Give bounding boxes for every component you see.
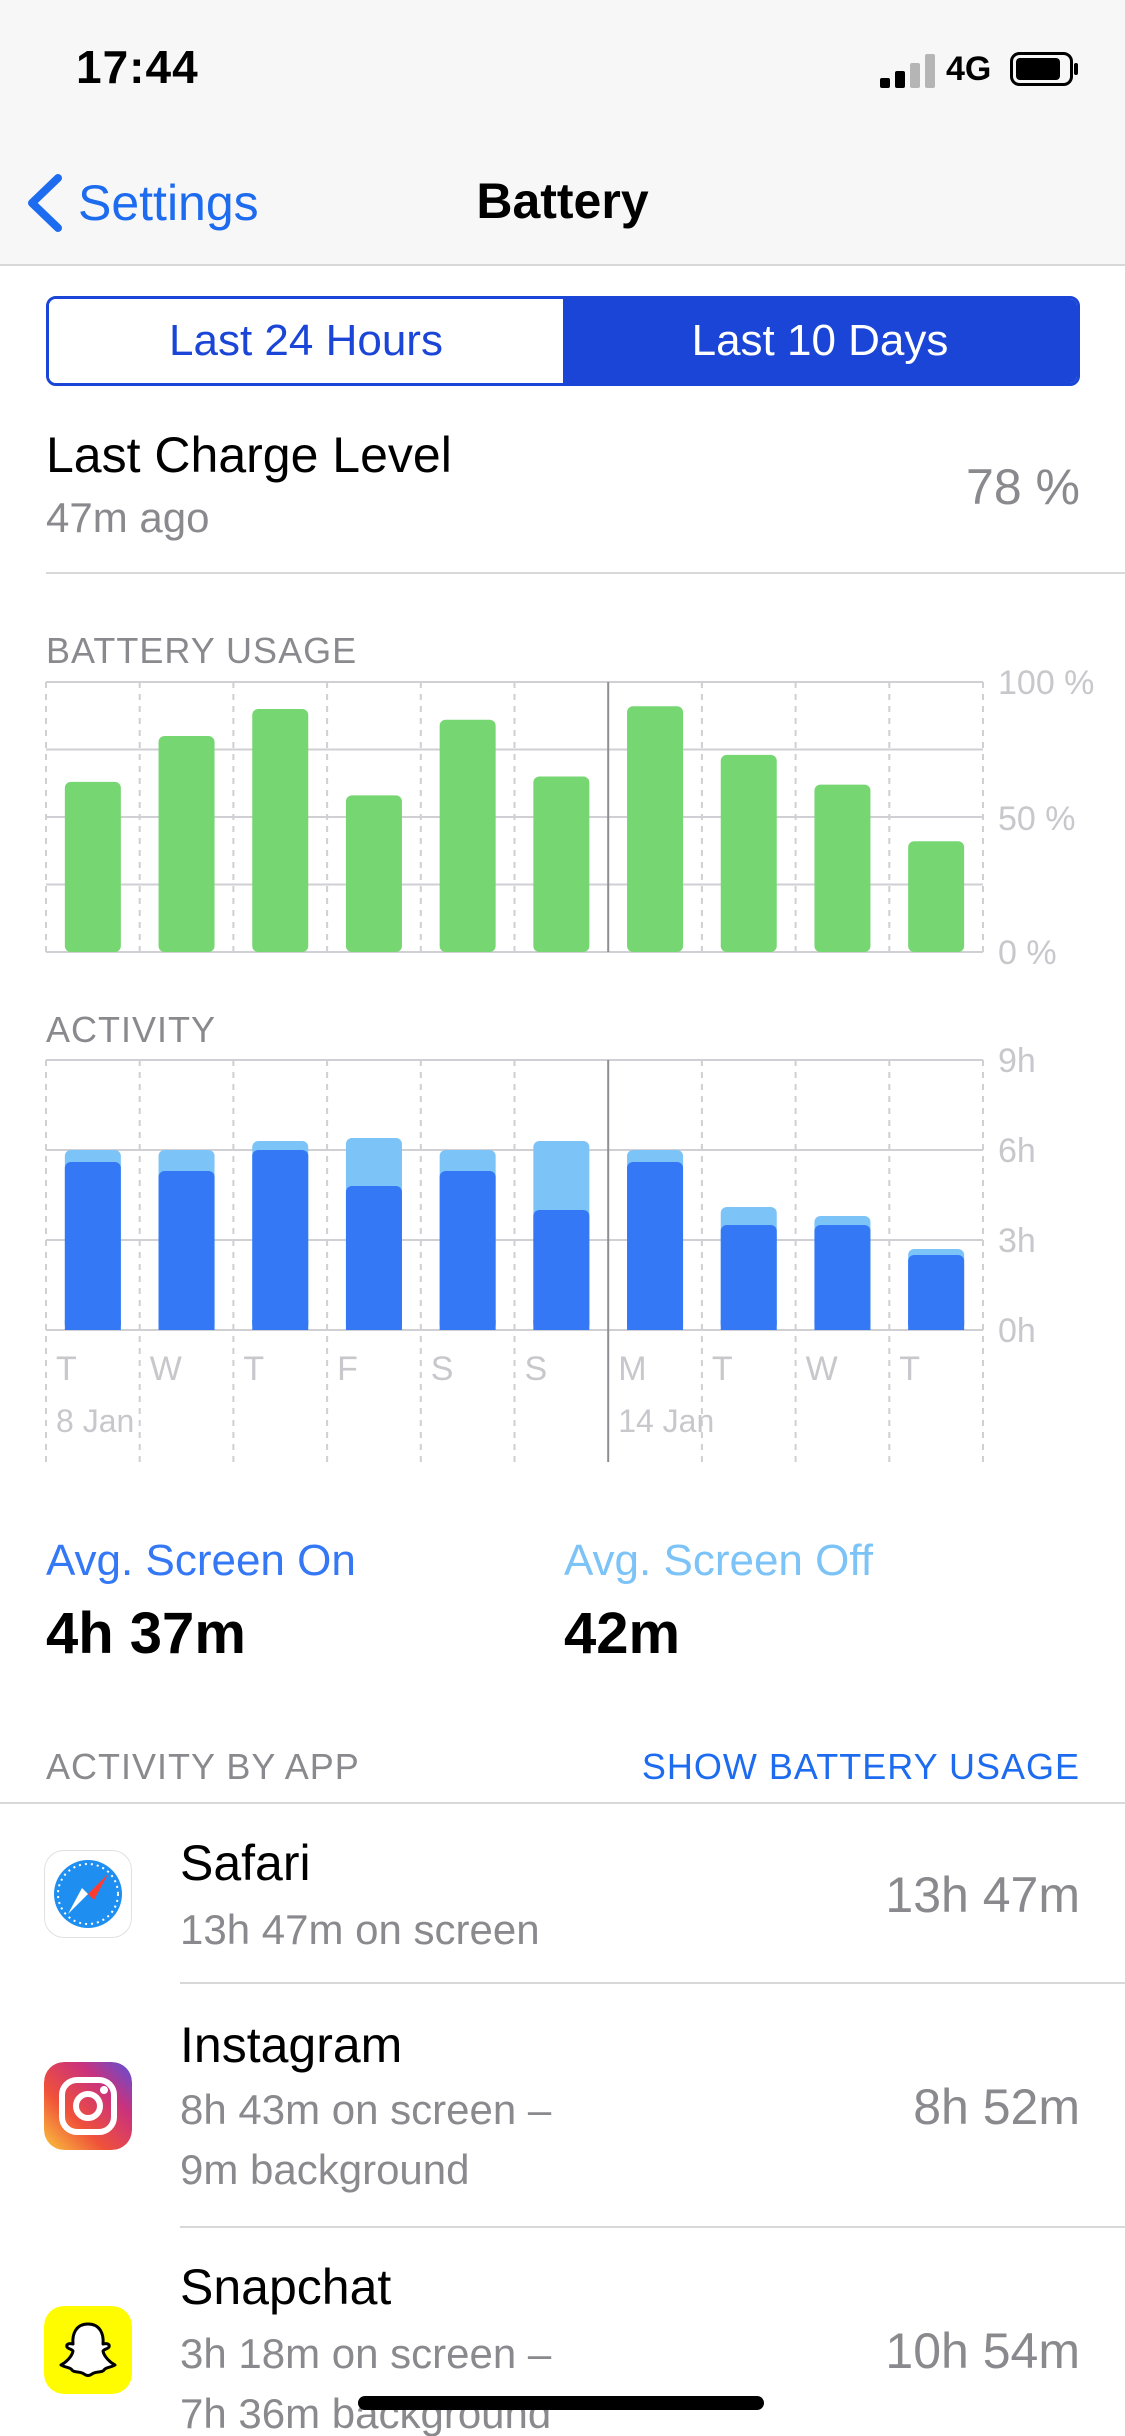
date-label: 8 Jan [56,1403,134,1439]
app-name: Safari [180,1835,311,1891]
safari-icon [44,1850,132,1938]
battery-bar [439,719,496,952]
day-label: T [56,1350,77,1388]
activity-bar-screen-on [627,1162,684,1330]
activity-axis-label-6h: 6h [998,1132,1036,1170]
activity-bar-base [345,1320,402,1330]
battery-bar [64,781,121,952]
chevron-left-icon [28,174,62,232]
avg-screen-off-label: Avg. Screen Off [564,1536,873,1585]
app-usage-detail-2: 9m background [180,2146,470,2193]
activity-bar-base [814,1320,871,1330]
battery-bar [814,784,871,952]
home-indicator[interactable] [358,2396,764,2410]
cellular-signal-icon [880,54,935,88]
activity-bar-base [252,1320,309,1330]
activity-by-app-header: ACTIVITY BY APP [46,1746,360,1787]
battery-bar [908,841,965,952]
app-total-time: 8h 52m [913,2079,1080,2135]
navigation-bar: Settings Battery [0,140,1125,266]
activity-bar-screen-on [158,1171,215,1330]
activity-bar-screen-on [814,1225,871,1330]
app-usage-detail: 3h 18m on screen – [180,2330,552,2377]
activity-bar-screen-on [252,1150,309,1330]
app-name: Instagram [180,2017,403,2073]
divider [46,572,1125,574]
activity-bar-screen-on [908,1255,965,1330]
app-usage-detail: 8h 43m on screen – [180,2086,552,2133]
show-battery-usage-button[interactable]: SHOW BATTERY USAGE [641,1746,1080,1787]
app-row-safari[interactable]: Safari 13h 47m on screen 13h 47m [0,1804,1125,1984]
activity-label: ACTIVITY [46,1009,217,1050]
divider [180,2226,1125,2228]
network-type: 4G [946,50,992,88]
activity-bar-screen-on [345,1186,402,1330]
day-label: S [431,1350,454,1388]
activity-bar-base [720,1320,777,1330]
activity-bar-base [533,1320,590,1330]
page-title: Battery [476,173,649,229]
activity-bar-base [908,1320,965,1330]
avg-screen-on-value: 4h 37m [46,1601,246,1666]
battery-bar [533,776,590,952]
day-label: W [150,1350,182,1388]
day-label: M [618,1350,646,1388]
divider [180,1982,1125,1984]
divider [0,1802,1125,1804]
status-time: 17:44 [76,41,199,93]
app-total-time: 10h 54m [885,2323,1080,2379]
activity-bar-base [439,1320,496,1330]
battery-icon [1010,52,1078,86]
app-name: Snapchat [180,2259,392,2315]
snapchat-icon [44,2306,132,2394]
activity-bar-base [158,1320,215,1330]
battery-axis-label-50: 50 % [998,800,1076,838]
last-charge-value: 78 % [966,459,1080,515]
tab-last-24-hours[interactable]: Last 24 Hours [49,299,563,383]
date-label: 14 Jan [618,1403,714,1439]
back-label: Settings [78,175,259,231]
day-label: T [712,1350,733,1388]
tab-last-10-days[interactable]: Last 10 Days [563,299,1077,383]
day-label: T [243,1350,264,1388]
app-total-time: 13h 47m [885,1867,1080,1923]
last-charge-title: Last Charge Level [46,427,452,483]
activity-bar-base [627,1320,684,1330]
app-row-instagram[interactable]: Instagram 8h 43m on screen – 9m backgrou… [0,1984,1125,2228]
battery-bar [720,754,777,952]
battery-axis-label-0: 0 % [998,934,1057,972]
day-label: T [899,1350,920,1388]
battery-axis-label-100: 100 % [998,664,1094,702]
day-label: F [337,1350,358,1388]
activity-axis-label-0h: 0h [998,1312,1036,1350]
app-usage-detail: 13h 47m on screen [180,1906,540,1953]
activity-bar-base [64,1320,121,1330]
activity-bar-screen-on [533,1210,590,1330]
activity-bar-screen-on [439,1171,496,1330]
status-bar: 17:44 4G [0,0,1125,140]
app-usage-detail-2: 7h 36m background [180,2390,552,2436]
last-charge-ago: 47m ago [46,494,210,541]
battery-bar [345,795,402,952]
avg-screen-off-value: 42m [564,1601,681,1666]
avg-screen-on-label: Avg. Screen On [46,1536,356,1585]
activity-bar-screen-on [720,1225,777,1330]
instagram-icon [44,2062,132,2150]
battery-bar [627,706,684,952]
battery-bar [158,736,215,952]
day-label: S [525,1350,548,1388]
activity-axis-label-3h: 3h [998,1222,1036,1260]
battery-usage-label: BATTERY USAGE [46,630,358,671]
activity-bar-screen-on [64,1162,121,1330]
back-button[interactable]: Settings [24,168,259,238]
battery-bar [252,709,309,952]
day-label: W [806,1350,838,1388]
time-range-segmented-control: Last 24 Hours Last 10 Days [46,296,1080,386]
activity-axis-label-9h: 9h [998,1042,1036,1080]
battery-activity-charts: 100 % 50 % 0 % 9h 6h 3h 0h T W T F S S M T W T 8 J… [45,664,1094,1462]
